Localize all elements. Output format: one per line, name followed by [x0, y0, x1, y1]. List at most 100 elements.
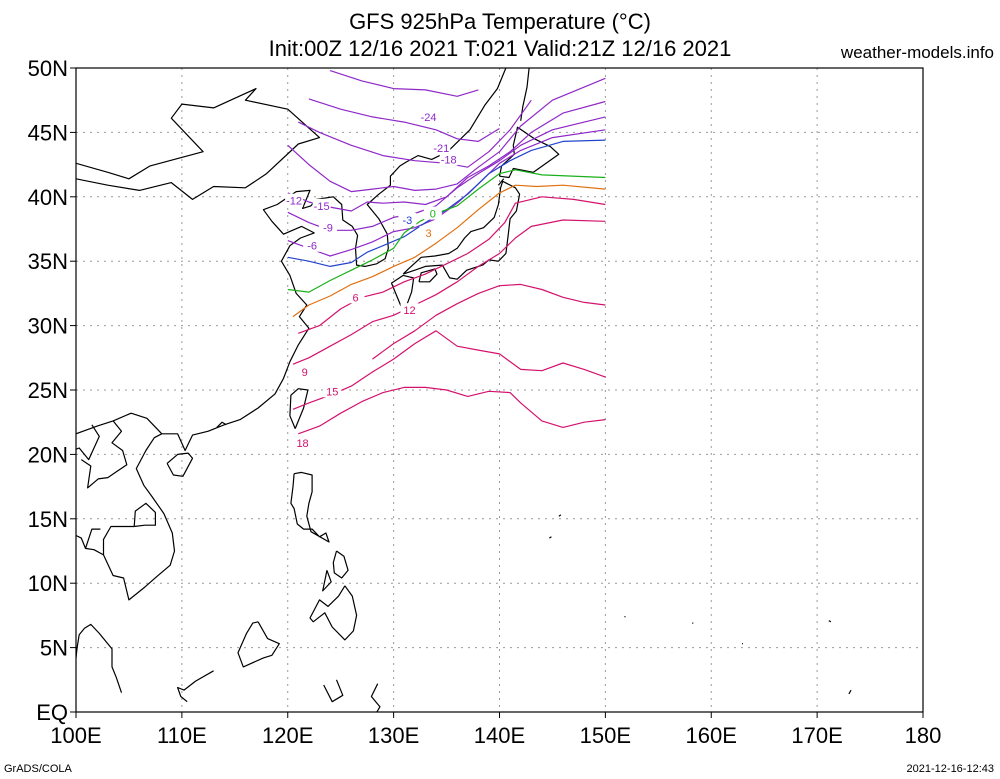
- coastline: [76, 88, 321, 200]
- contour-label: 15: [326, 386, 338, 398]
- coastline: [76, 433, 176, 601]
- contour-label: 9: [302, 367, 308, 379]
- lat-tick-label: 25N: [28, 378, 68, 403]
- temperature-contours: [287, 70, 606, 435]
- contour-label-bg: [346, 290, 365, 304]
- contour-label: 12: [403, 305, 415, 317]
- lon-tick-label: 150E: [580, 723, 631, 748]
- coastline: [309, 585, 358, 641]
- contour-label: -3: [402, 215, 412, 227]
- isotherm-line: [298, 386, 606, 435]
- coastline: [418, 268, 438, 283]
- contour-label-bg: [318, 220, 337, 234]
- lat-tick-label: 15N: [28, 507, 68, 532]
- coastline: [166, 452, 194, 477]
- coastline: [216, 421, 227, 428]
- coastline: [322, 570, 332, 592]
- coastline: [370, 683, 381, 712]
- site-credit[interactable]: weather-models.info: [840, 43, 994, 62]
- lat-tick-label: 10N: [28, 571, 68, 596]
- contour-label: -6: [307, 241, 317, 253]
- contour-label: -21: [433, 143, 449, 155]
- lon-tick-label: 140E: [474, 723, 525, 748]
- contour-label: 3: [426, 228, 432, 240]
- contour-label-bg: [303, 238, 322, 252]
- isotherm-line: [287, 100, 606, 212]
- coastline: [237, 621, 280, 668]
- isotherm-line: [287, 77, 606, 193]
- lat-tick-label: 30N: [28, 314, 68, 339]
- isotherm-line: [298, 99, 532, 168]
- coastline: [497, 178, 505, 186]
- lon-tick-label: 110E: [157, 723, 207, 748]
- coastline: [133, 502, 156, 528]
- lat-tick-label: 50N: [28, 56, 68, 81]
- isotherm-line: [292, 184, 606, 318]
- lon-tick-label: 170E: [791, 723, 842, 748]
- contour-label-bg: [323, 384, 342, 398]
- coastline: [332, 550, 349, 579]
- coastline: [402, 180, 521, 280]
- chart-title: GFS 925hPa Temperature (°C): [349, 9, 651, 34]
- coastline: [323, 679, 344, 703]
- isotherm-line: [298, 196, 606, 334]
- isotherm-line: [287, 169, 606, 293]
- contour-label-bg: [398, 212, 417, 226]
- contour-label: -15: [314, 201, 330, 213]
- contour-label-bg: [295, 364, 314, 378]
- grid-lines: [76, 68, 923, 712]
- contour-label: 0: [430, 209, 436, 221]
- chart-subtitle: Init:00Z 12/16 2021 T:021 Valid:21Z 12/1…: [268, 36, 732, 61]
- isotherm-line: [292, 219, 606, 365]
- isotherm-line: [308, 98, 500, 142]
- longitude-axis: 100E 110E 120E 130E 140E 150E 160E 170E 180: [50, 712, 941, 748]
- isotherm-line: [372, 283, 606, 360]
- contour-label-bg: [400, 303, 419, 317]
- contour-label-bg: [423, 206, 442, 220]
- coastline: [76, 68, 507, 452]
- contour-label-bg: [419, 225, 438, 239]
- coastline: [828, 620, 832, 623]
- isotherm-line: [292, 330, 606, 410]
- coastline: [290, 471, 330, 543]
- coastline: [177, 670, 214, 703]
- coastline: [84, 528, 101, 549]
- lat-tick-label: 40N: [28, 185, 68, 210]
- lon-tick-label: 180: [905, 723, 942, 748]
- coastline: [80, 420, 128, 489]
- isotherm-line: [329, 70, 479, 97]
- lon-tick-label: 130E: [368, 723, 419, 748]
- contour-label-bg: [312, 198, 331, 212]
- footer-timestamp: 2021-12-16-12:43: [906, 763, 994, 775]
- contour-label: 18: [296, 438, 308, 450]
- contour-label-bg: [293, 435, 312, 449]
- contour-label-bg: [419, 109, 438, 123]
- lon-tick-label: 100E: [50, 723, 101, 748]
- contour-label-bg: [439, 152, 458, 166]
- lat-tick-label: EQ: [36, 700, 68, 725]
- isotherm-line: [287, 139, 606, 267]
- contour-label: 6: [352, 292, 358, 304]
- coastline: [289, 388, 309, 429]
- contour-label: -12: [286, 196, 302, 208]
- lat-tick-label: 35N: [28, 249, 68, 274]
- contour-label: -9: [323, 223, 333, 235]
- lat-tick-label: 5N: [40, 636, 68, 661]
- coastline: [102, 525, 135, 555]
- latitude-axis: EQ 5N 10N 15N 20N 25N 30N 35N 40N 45N 50N: [28, 56, 76, 725]
- coastline: [76, 623, 123, 693]
- contour-label-bg: [432, 140, 451, 154]
- lon-tick-label: 120E: [262, 723, 313, 748]
- coastline: [76, 424, 100, 461]
- lat-tick-label: 45N: [28, 120, 68, 145]
- contour-label: -24: [421, 112, 437, 124]
- footer-software: GrADS/COLA: [4, 763, 72, 775]
- contour-label-bg: [285, 193, 304, 207]
- contour-label: -18: [441, 154, 457, 166]
- coastline: [548, 536, 552, 539]
- lat-tick-label: 20N: [28, 442, 68, 467]
- lon-tick-label: 160E: [686, 723, 737, 748]
- coastline: [848, 689, 852, 695]
- contour-labels: -24 -21-18 -15 -12 -9 -6 -3 0 3 6 9 12 15 18: [285, 109, 458, 450]
